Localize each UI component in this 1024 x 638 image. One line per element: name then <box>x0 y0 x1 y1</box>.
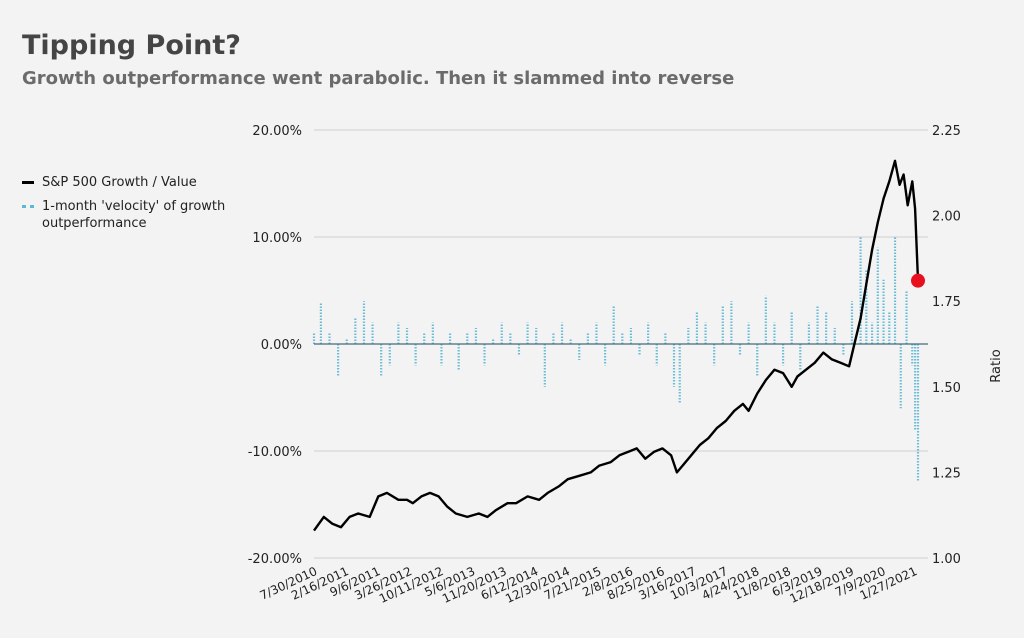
growth-value-ratio-line <box>313 159 920 532</box>
x-axis-ticks: 7/30/20102/16/20119/6/20113/26/201210/11… <box>258 564 920 606</box>
left-tick-label: 20.00% <box>252 124 302 139</box>
legend-swatch-solid-line <box>22 181 34 184</box>
current-marker <box>911 273 925 288</box>
right-tick-label: 1.25 <box>932 466 961 481</box>
left-tick-label: 0.00% <box>261 338 302 353</box>
right-tick-label: 1.75 <box>932 295 961 310</box>
chart-legend: S&P 500 Growth / Value 1-month 'velocity… <box>22 174 252 239</box>
left-tick-label: -20.00% <box>248 552 302 567</box>
velocity-bars <box>312 237 920 481</box>
legend-label-growth-value: S&P 500 Growth / Value <box>42 175 197 190</box>
right-tick-label: 1.50 <box>932 381 961 396</box>
right-axis-title: Ratio <box>989 349 1004 382</box>
chart-subtitle: Growth outperformance went parabolic. Th… <box>22 68 735 89</box>
left-tick-label: -10.00% <box>248 445 302 460</box>
left-tick-label: 10.00% <box>252 231 302 246</box>
right-tick-label: 2.25 <box>932 124 961 139</box>
ratio-line <box>313 159 920 532</box>
legend-swatch-dotted-line <box>22 205 34 208</box>
legend-item-velocity: 1-month 'velocity' of growth outperforma… <box>22 198 252 232</box>
right-axis-ticks: 2.25 2.00 1.75 1.50 1.25 1.00 <box>932 124 961 567</box>
right-tick-label: 2.00 <box>932 210 961 225</box>
legend-item-growth-value: S&P 500 Growth / Value <box>22 174 252 191</box>
current-value-dot <box>911 273 925 288</box>
legend-label-velocity: 1-month 'velocity' of growth outperforma… <box>42 199 226 231</box>
left-axis-ticks: 20.00% 10.00% 0.00% -10.00% -20.00% <box>248 124 302 567</box>
chart-title: Tipping Point? <box>22 30 241 61</box>
right-tick-label: 1.00 <box>932 552 961 567</box>
